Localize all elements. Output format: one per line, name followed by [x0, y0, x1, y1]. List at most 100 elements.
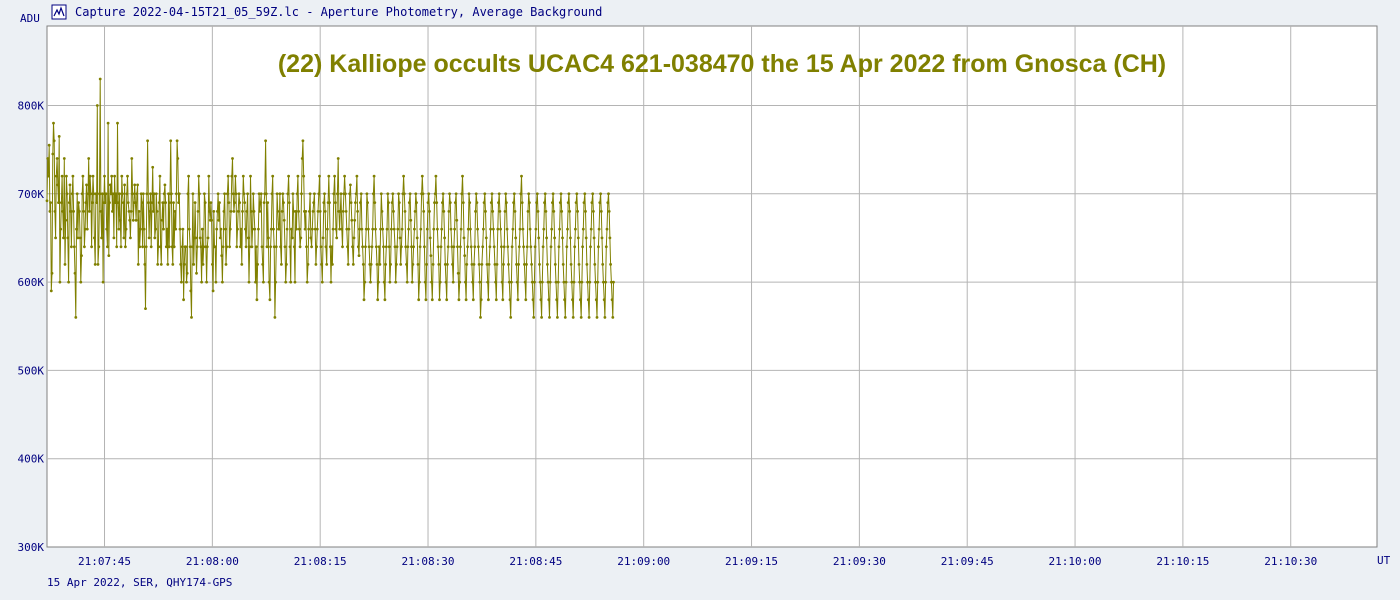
data-point — [185, 271, 189, 275]
data-point — [444, 280, 448, 284]
data-point — [410, 245, 413, 249]
data-point — [364, 227, 368, 231]
data-point — [213, 245, 217, 249]
data-point — [351, 263, 355, 266]
data-point — [214, 280, 218, 284]
data-point — [367, 245, 371, 249]
data-point — [502, 263, 505, 266]
data-point — [436, 227, 439, 231]
data-point — [317, 192, 321, 196]
data-point — [508, 298, 512, 302]
data-point — [458, 280, 462, 284]
data-point — [363, 280, 367, 284]
data-point — [77, 201, 80, 205]
data-point — [377, 280, 380, 284]
data-point — [64, 218, 68, 222]
data-point — [533, 245, 537, 249]
data-point — [175, 139, 179, 143]
data-point — [494, 280, 497, 284]
data-point — [267, 236, 270, 240]
data-point — [415, 236, 419, 240]
data-point — [399, 263, 403, 266]
data-point — [91, 174, 95, 178]
data-point — [95, 104, 99, 107]
data-point — [479, 316, 482, 319]
data-point — [47, 143, 51, 147]
data-point — [494, 298, 498, 302]
data-point — [430, 280, 433, 284]
data-point — [430, 298, 434, 302]
data-point — [189, 289, 193, 293]
data-point — [413, 210, 417, 213]
data-point — [560, 210, 564, 213]
data-point — [220, 254, 224, 257]
data-point — [288, 245, 292, 249]
data-point — [295, 192, 299, 196]
data-point — [461, 174, 464, 178]
data-point — [474, 192, 478, 196]
data-point — [130, 157, 134, 160]
data-point — [124, 227, 128, 231]
data-point — [231, 192, 235, 196]
data-point — [340, 227, 344, 231]
data-point — [447, 210, 451, 213]
data-point — [580, 280, 584, 284]
data-point — [182, 263, 186, 266]
data-point — [515, 280, 519, 284]
data-point — [532, 316, 536, 319]
data-point — [599, 210, 603, 213]
data-point — [404, 245, 408, 249]
data-point — [524, 298, 528, 302]
data-point — [472, 263, 476, 266]
data-point — [512, 201, 515, 205]
data-point — [359, 201, 362, 205]
data-point — [237, 192, 241, 196]
x-tick-label: 21:09:00 — [617, 555, 670, 568]
data-point — [75, 227, 78, 231]
data-point — [428, 236, 432, 240]
data-point — [594, 298, 598, 302]
data-point — [182, 298, 186, 302]
data-point — [378, 263, 382, 266]
data-point — [544, 210, 548, 213]
data-point — [179, 263, 183, 266]
data-point — [432, 227, 436, 231]
data-point — [461, 201, 465, 205]
data-point — [136, 183, 140, 187]
data-point — [589, 245, 592, 249]
data-point — [111, 210, 114, 213]
data-point — [297, 210, 300, 213]
data-point — [191, 192, 195, 196]
data-point — [190, 316, 193, 319]
y-tick-label: 400K — [18, 453, 45, 466]
data-point — [459, 245, 462, 249]
data-point — [392, 227, 396, 231]
data-point — [420, 174, 424, 178]
data-point — [229, 210, 233, 213]
data-point — [586, 298, 590, 302]
data-point — [223, 227, 227, 231]
data-point — [325, 263, 329, 266]
data-point — [483, 192, 487, 196]
data-point — [159, 263, 163, 266]
data-point — [357, 254, 361, 257]
data-point — [133, 183, 137, 187]
data-point — [292, 210, 295, 213]
data-point — [424, 298, 428, 302]
data-point — [384, 245, 388, 249]
data-point — [504, 192, 508, 196]
data-point — [306, 263, 310, 266]
data-point — [471, 280, 474, 284]
data-point — [235, 245, 239, 249]
data-point — [605, 227, 609, 231]
data-point — [412, 245, 415, 249]
data-point — [283, 245, 287, 249]
data-point — [228, 227, 232, 231]
data-point — [92, 192, 96, 196]
chart-title: (22) Kalliope occults UCAC4 621-038470 t… — [278, 50, 1166, 78]
data-point — [310, 227, 314, 231]
data-point — [398, 236, 402, 240]
data-point — [54, 174, 58, 178]
data-point — [561, 236, 564, 240]
data-point — [152, 192, 156, 196]
